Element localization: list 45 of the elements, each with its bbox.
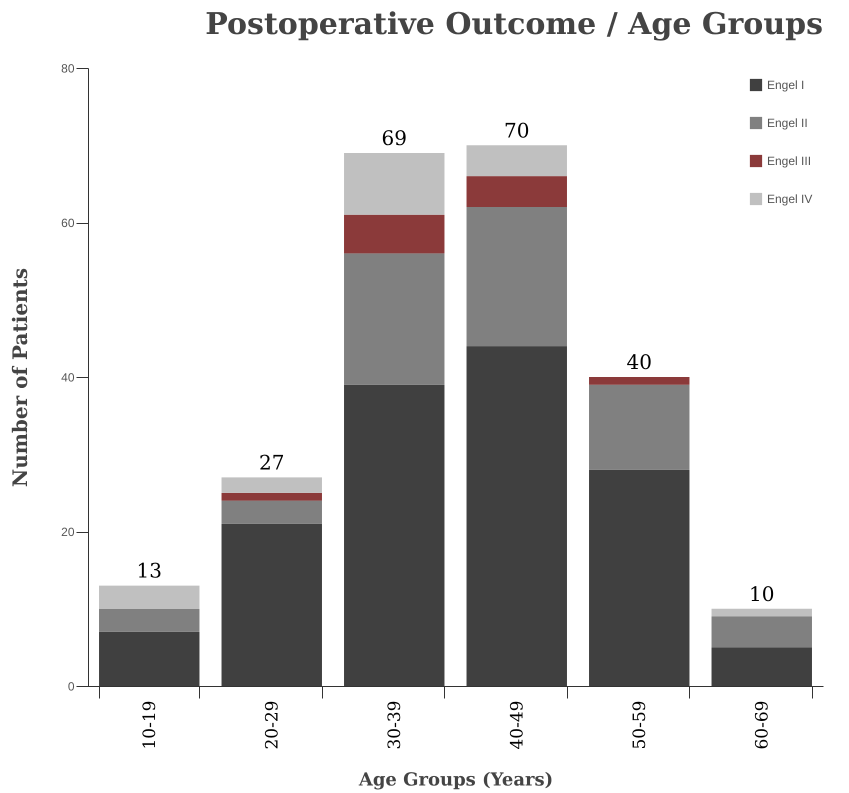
bar <box>344 253 444 385</box>
bar <box>344 214 444 254</box>
x-tick-label: 50-59 <box>630 700 650 750</box>
bar <box>589 470 690 686</box>
bar <box>712 647 812 686</box>
total-label: 70 <box>504 118 530 142</box>
bar <box>99 632 200 686</box>
bar <box>712 616 812 648</box>
x-tick-label: 60-69 <box>752 700 772 750</box>
bar <box>466 207 567 346</box>
bar <box>222 477 322 493</box>
legend-label: Engel IV <box>767 192 812 206</box>
y-tick-label: 40 <box>61 370 75 384</box>
bar <box>99 586 200 609</box>
y-tick-label: 20 <box>61 525 75 539</box>
total-label: 27 <box>259 450 284 474</box>
total-label: 40 <box>626 350 652 374</box>
total-label: 13 <box>136 558 162 583</box>
bar <box>222 500 322 524</box>
bar <box>466 176 567 208</box>
bar <box>589 377 690 385</box>
bar <box>344 152 444 215</box>
y-tick-label: 80 <box>61 62 75 76</box>
legend-label: Engel II <box>767 116 808 130</box>
x-tick-label: 20-29 <box>262 700 282 750</box>
bar <box>344 384 444 686</box>
bar <box>466 346 567 686</box>
bar <box>589 384 690 470</box>
y-tick-label: 0 <box>68 680 75 694</box>
bar <box>99 608 200 632</box>
legend-label: Engel III <box>767 154 812 168</box>
total-label: 69 <box>382 126 407 150</box>
bar <box>712 608 812 616</box>
x-tick-label: 10-19 <box>140 700 160 750</box>
y-tick-label: 60 <box>61 216 75 230</box>
legend-label: Engel I <box>767 78 804 92</box>
bar <box>222 492 322 501</box>
x-tick-label: 30-39 <box>384 700 405 750</box>
x-tick-label: 40-49 <box>507 700 528 750</box>
x-axis-title: Age Groups (Years) <box>358 770 554 791</box>
bar <box>466 145 567 176</box>
chart-title: Postoperative Outcome / Age Groups <box>205 7 823 42</box>
y-axis-title: Number of Patients <box>8 268 32 488</box>
bar <box>222 524 322 686</box>
total-label: 10 <box>749 582 774 606</box>
